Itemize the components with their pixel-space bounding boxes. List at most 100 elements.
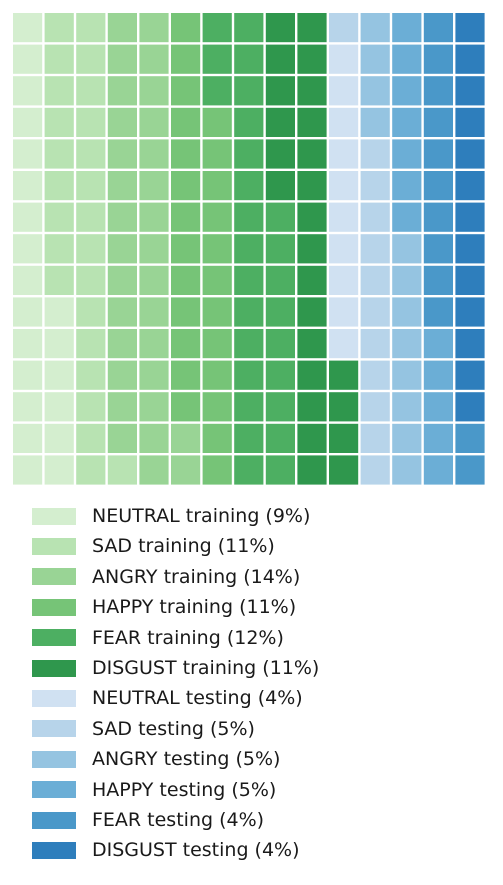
waffle-cell <box>360 297 390 327</box>
waffle-cell <box>107 139 137 169</box>
waffle-cell <box>13 392 43 422</box>
waffle-cell <box>202 392 232 422</box>
waffle-cell <box>265 107 295 137</box>
waffle-cell <box>44 171 74 201</box>
waffle-cell <box>392 265 422 295</box>
waffle-cell <box>423 107 453 137</box>
waffle-cell <box>139 44 169 74</box>
waffle-cell <box>297 139 327 169</box>
legend-label: SAD training (11%) <box>92 535 275 558</box>
waffle-cell <box>265 329 295 359</box>
waffle-cell <box>455 360 485 390</box>
waffle-cell <box>76 202 106 232</box>
waffle-cell <box>297 329 327 359</box>
waffle-cell <box>139 202 169 232</box>
waffle-cell <box>360 265 390 295</box>
waffle-cell <box>171 171 201 201</box>
waffle-cell <box>13 423 43 453</box>
waffle-cell <box>13 44 43 74</box>
waffle-cell <box>44 234 74 264</box>
waffle-cell <box>392 329 422 359</box>
waffle-cell <box>44 297 74 327</box>
waffle-cell <box>234 76 264 106</box>
waffle-cell <box>76 139 106 169</box>
legend-swatch <box>32 568 76 586</box>
waffle-cell <box>360 455 390 485</box>
waffle-cell <box>107 329 137 359</box>
waffle-cell <box>265 139 295 169</box>
waffle-cell <box>234 423 264 453</box>
waffle-cell <box>455 265 485 295</box>
legend-label: SAD testing (5%) <box>92 717 255 740</box>
legend-item: SAD training (11%) <box>32 536 275 556</box>
waffle-cell <box>329 107 359 137</box>
waffle-cell <box>455 423 485 453</box>
waffle-cell <box>392 234 422 264</box>
waffle-cell <box>202 455 232 485</box>
waffle-cell <box>455 392 485 422</box>
waffle-cell <box>329 234 359 264</box>
legend-swatch <box>32 841 76 859</box>
waffle-cell <box>297 392 327 422</box>
waffle-cell <box>423 329 453 359</box>
waffle-cell <box>171 234 201 264</box>
waffle-cell <box>234 13 264 43</box>
waffle-cell <box>139 423 169 453</box>
waffle-cell <box>202 360 232 390</box>
legend-swatch <box>32 689 76 707</box>
waffle-cell <box>455 139 485 169</box>
waffle-cell <box>423 139 453 169</box>
waffle-cell <box>107 76 137 106</box>
waffle-cell <box>13 107 43 137</box>
waffle-cell <box>329 139 359 169</box>
waffle-cell <box>107 360 137 390</box>
waffle-cell <box>76 265 106 295</box>
waffle-cell <box>392 360 422 390</box>
waffle-cell <box>423 265 453 295</box>
waffle-cell <box>234 297 264 327</box>
waffle-cell <box>44 392 74 422</box>
waffle-cell <box>234 360 264 390</box>
waffle-cell <box>76 360 106 390</box>
waffle-cell <box>13 76 43 106</box>
legend-label: FEAR testing (4%) <box>92 809 265 831</box>
waffle-cell <box>234 392 264 422</box>
waffle-cell <box>297 171 327 201</box>
waffle-cell <box>234 44 264 74</box>
waffle-cell <box>297 107 327 137</box>
legend-swatch <box>32 750 76 768</box>
waffle-cell <box>171 392 201 422</box>
waffle-cell <box>234 234 264 264</box>
waffle-cell <box>202 329 232 359</box>
waffle-cell <box>297 13 327 43</box>
waffle-cell <box>76 44 106 74</box>
waffle-cell <box>360 423 390 453</box>
waffle-cell <box>360 13 390 43</box>
waffle-cell <box>44 76 74 106</box>
waffle-cell <box>44 455 74 485</box>
waffle-cell <box>107 423 137 453</box>
waffle-cell <box>234 171 264 201</box>
waffle-cell <box>265 44 295 74</box>
legend-label: ANGRY testing (5%) <box>92 748 281 771</box>
waffle-cell <box>360 392 390 422</box>
legend-swatch <box>32 781 76 799</box>
waffle-cell <box>297 265 327 295</box>
waffle-cell <box>76 171 106 201</box>
waffle-cell <box>234 265 264 295</box>
waffle-cell <box>392 423 422 453</box>
waffle-cell <box>423 423 453 453</box>
waffle-cell <box>13 265 43 295</box>
legend-swatch <box>32 537 76 555</box>
waffle-cell <box>329 329 359 359</box>
legend-label: HAPPY training (11%) <box>92 596 297 619</box>
waffle-cell <box>329 44 359 74</box>
legend-item: HAPPY testing (5%) <box>32 780 276 800</box>
waffle-cell <box>44 360 74 390</box>
waffle-cell <box>297 297 327 327</box>
legend-swatch <box>32 629 76 647</box>
legend-swatch <box>32 811 76 829</box>
waffle-cell <box>139 76 169 106</box>
waffle-cell <box>392 455 422 485</box>
legend-label: FEAR training (12%) <box>92 626 284 649</box>
